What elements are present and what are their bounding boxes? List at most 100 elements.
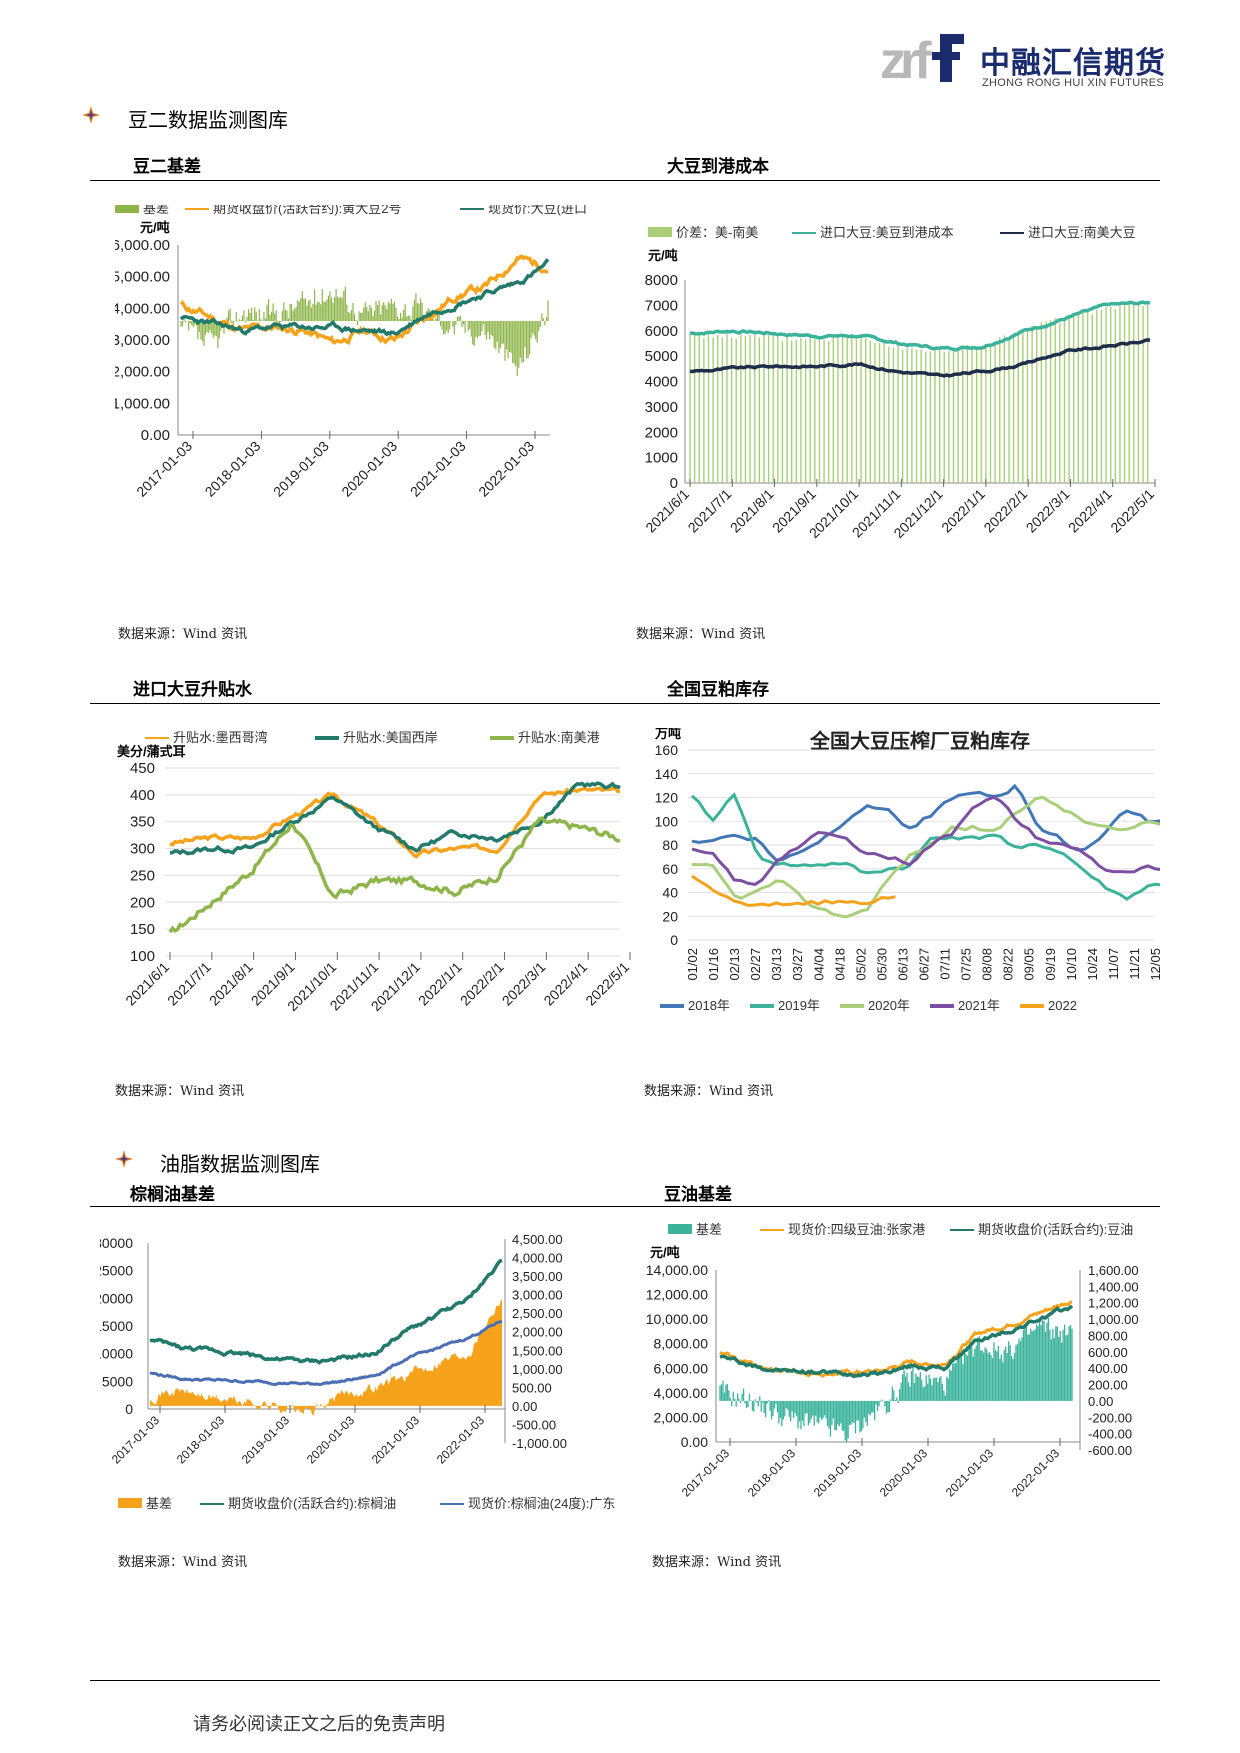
legend-spot-label: 现货价:棕榈油(24度):广东 [468,1496,615,1511]
series-y2019-line [691,792,1160,901]
c1-y-tick-label: 0.00 [141,427,170,444]
legend-spread-label: 价差：美-南美 [676,225,758,240]
c5-yr-tick-label: 0.00 [512,1399,537,1414]
c4-y-tick-label: 80 [662,837,678,853]
series-y2022-line [691,874,896,907]
c6-yl-tick-label: 2,000.00 [654,1409,709,1425]
legend-sa-cost-label: 进口大豆:南美大豆 [1028,225,1136,240]
c4-x-tick-label: 08/22 [1001,948,1016,981]
c6-yr-tick-label: 200.00 [1088,1378,1128,1393]
c6-yr-tick-label: 1,400.00 [1088,1279,1139,1294]
c2-x-tick-label: 2021/7/1 [685,486,735,536]
legend-y2018-label: 2018年 [688,998,730,1013]
c3-y-tick-label: 200 [130,894,155,911]
c4-y-tick-label: 160 [655,742,679,758]
c4-y-tick-label: 60 [662,861,678,877]
legend-y2022-label: 2022 [1048,998,1077,1013]
series-sa-line [168,816,621,933]
c3-x-tick-label: 2021/8/1 [206,959,256,1009]
chart-title-c5: 棕榈油基差 [130,1185,215,1205]
c6-yr-tick-label: 600.00 [1088,1345,1128,1360]
c5-yr-tick-label: -500.00 [512,1417,556,1432]
c5-yr-tick-label: 1,000.00 [512,1362,563,1377]
c6-x-tick-label: 2021-01-03 [943,1446,997,1500]
c1-y-tick-label: 3,000.00 [115,332,170,349]
c5-yl-tick-label: 15000 [100,1318,133,1334]
c4-x-tick-label: 05/02 [853,948,868,981]
c5-x-tick-label: 2017-01-03 [109,1413,163,1467]
c4-x-tick-label: 02/13 [727,948,742,981]
legend-west-label: 升贴水:美国西岸 [343,730,438,745]
section-bullet-icon [115,1150,133,1168]
legend-y2020-label: 2020年 [868,998,910,1013]
c5-yr-tick-label: 3,500.00 [512,1269,563,1284]
c3-y-tick-label: 300 [130,841,155,858]
chart-soy2-basis: 基差 期货收盘价(活跃合约):黄大豆2号 现货价:大豆(进口元/吨 6,000.00 5… [115,205,625,595]
c2-x-tick-label: 2022/5/1 [1107,486,1157,536]
c4-x-tick-label: 06/13 [895,948,910,981]
c3-y-tick-label: 450 [130,760,155,777]
c4-x-tick-label: 07/11 [938,948,953,980]
c4-x-tick-label: 09/05 [1022,948,1037,981]
c1-x-tick-label: 2021-01-03 [407,438,469,500]
c6-yl-tick-label: 8,000.00 [654,1336,709,1352]
c4-x-tick-label: 09/19 [1043,948,1058,981]
basis-area [150,1298,502,1416]
c5-x-tick-label: 2022-01-03 [434,1413,488,1467]
c6-x-tick-label: 2019-01-03 [811,1446,865,1500]
c6-yr-tick-label: 400.00 [1088,1361,1128,1376]
source-c4: 数据来源：Wind 资讯 [644,1084,774,1099]
c2-y-tick-label: 7000 [645,297,678,314]
c4-x-tick-label: 10/10 [1064,948,1079,981]
section-title-soybean: 豆二数据监测图库 [128,108,288,132]
c5-x-tick-label: 2021-01-03 [369,1413,423,1467]
c6-x-tick-label: 2022-01-03 [1009,1446,1063,1500]
c2-x-tick-label: 2021/8/1 [727,486,777,536]
c2-y-tick-label: 0 [670,475,678,492]
c5-x-tick-label: 2018-01-03 [174,1413,228,1467]
c5-yl-tick-label: 5000 [102,1373,133,1389]
c4-x-tick-label: 04/18 [832,948,847,981]
c1-x-tick-label: 2022-01-03 [475,438,537,500]
company-name-en: ZHONG RONG HUI XIN FUTURES [982,77,1164,89]
c5-yl-tick-label: 20000 [100,1290,133,1306]
c6-yr-tick-label: 800.00 [1088,1328,1128,1343]
c2-y-tick-label: 2000 [645,424,678,441]
c3-y-tick-label: 400 [130,787,155,804]
series-futures-line [719,1304,1074,1379]
source-c1: 数据来源：Wind 资讯 [118,627,248,642]
c6-yr-tick-label: 0.00 [1088,1394,1113,1409]
c3-x-tick-label: 2021/6/1 [122,959,172,1009]
series-y2018-line [691,783,1160,862]
chart-title-c2: 大豆到港成本 [667,157,769,177]
c4-x-tick-label: 11/07 [1106,948,1121,980]
legend-futures-label: 期货收盘价(活跃合约):棕榈油 [228,1496,396,1511]
legend-sa-label: 升贴水:南美港 [518,730,600,745]
legend-basis-label: 基差 [696,1222,722,1237]
c5-yr-tick-label: -1,000.00 [512,1436,567,1451]
c6-yl-tick-label: 14,000.00 [646,1262,708,1278]
source-c5: 数据来源：Wind 资讯 [118,1555,248,1570]
c4-x-tick-label: 06/27 [917,948,932,981]
c3-y-tick-label: 100 [130,948,155,965]
logo-letters: zrf [880,32,932,90]
c6-x-tick-label: 2018-01-03 [745,1446,799,1500]
c4-x-tick-label: 10/24 [1085,948,1100,981]
c4-x-tick-label: 02/27 [748,948,763,981]
c5-yl-tick-label: 30000 [100,1235,133,1251]
divider-row1 [90,180,1160,181]
chart-title-c4: 全国豆粕库存 [667,680,769,700]
c1-x-tick-label: 2020-01-03 [338,438,400,500]
c1-y-tick-label: 4,000.00 [115,300,170,317]
legend-us-cost-label: 进口大豆:美豆到港成本 [820,225,954,240]
c1-y-tick-label: 5,000.00 [115,269,170,286]
c6-x-tick-label: 2020-01-03 [877,1446,931,1500]
c6-yr-tick-label: -600.00 [1088,1443,1132,1458]
chart-inner-title: 全国大豆压榨厂豆粕库存 [809,729,1030,753]
c2-x-tick-label: 2022/2/1 [980,486,1030,536]
c5-x-tick-label: 2019-01-03 [239,1413,293,1467]
legend-basis-swatch [668,1224,692,1234]
